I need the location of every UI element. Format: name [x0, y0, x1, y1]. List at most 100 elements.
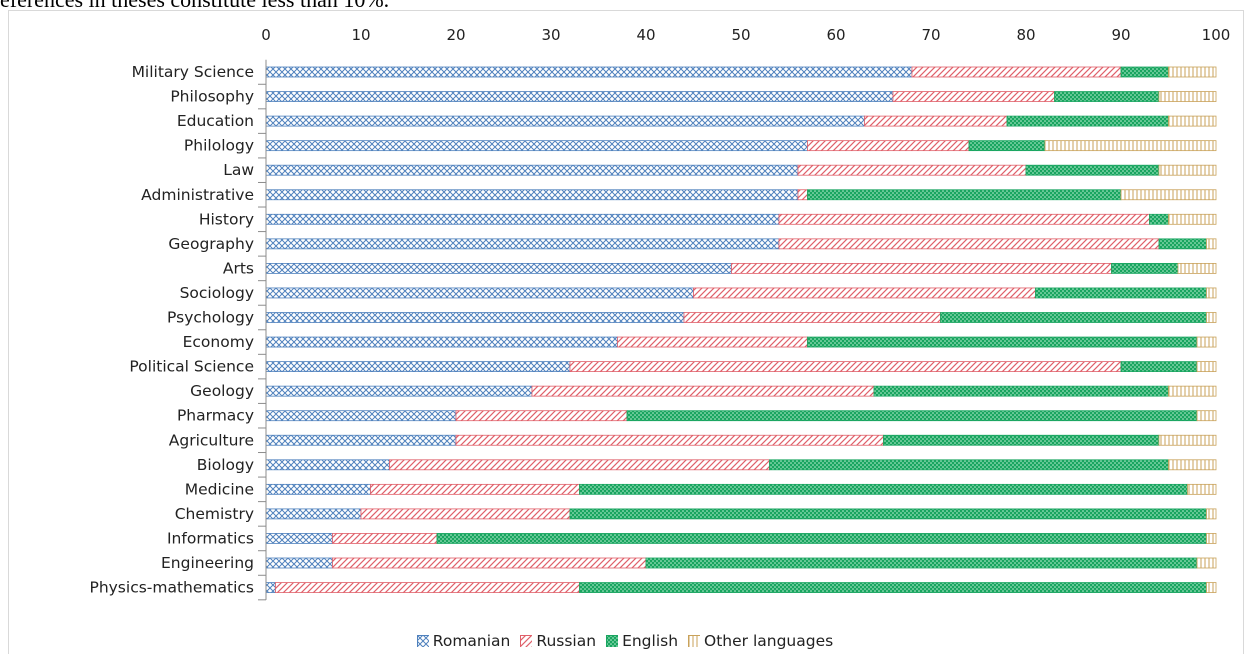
bar-segment-other-languages [1120, 189, 1217, 201]
x-tick-label: 60 [826, 26, 845, 44]
category-label: Informatics [167, 529, 254, 547]
bar-segment-russian [693, 287, 1036, 299]
bar-segment-english [769, 459, 1169, 471]
category-label: Military Science [132, 63, 254, 81]
bar-segment-english [645, 557, 1198, 569]
bar-segment-russian [531, 385, 875, 397]
bar-segment-russian [864, 115, 1008, 127]
bar-segment-english [883, 434, 1160, 446]
caption-fragment: eferences in theses constitute less than… [0, 0, 1250, 13]
bar-segment-english [579, 483, 1188, 495]
bar-segment-russian [731, 262, 1112, 274]
bar-segment-english [807, 189, 1122, 201]
bar-segment-romanian [265, 434, 457, 446]
category-label: Chemistry [175, 505, 254, 523]
bar-segment-romanian [265, 533, 333, 544]
bar-segment-english [968, 140, 1046, 152]
category-label: Sociology [180, 284, 254, 302]
bar-segment-russian [370, 483, 580, 495]
bar-segment-romanian [265, 115, 865, 127]
legend-item: Other languages [688, 632, 833, 650]
bar-segment-russian [455, 434, 884, 446]
bar-segment-other-languages [1196, 410, 1217, 422]
bar-segment-romanian [265, 238, 780, 250]
x-tick-label: 40 [636, 26, 655, 44]
x-tick-label: 50 [731, 26, 750, 44]
bar-segment-romanian [265, 164, 799, 176]
bar-segment-other-languages [1206, 287, 1217, 299]
legend: Romanian Russian English Other languages [0, 632, 1250, 650]
x-tick-label: 80 [1016, 26, 1035, 44]
bar-segment-russian [778, 213, 1150, 225]
bar-segment-other-languages [1158, 434, 1217, 446]
bar-segment-english [569, 508, 1207, 520]
bar-segment-russian [455, 410, 628, 422]
bar-segment-russian [911, 66, 1122, 78]
bar-segment-romanian [265, 582, 276, 593]
category-label: Engineering [161, 554, 254, 572]
bar-segment-russian [332, 557, 647, 569]
bar-segment-russian [807, 140, 970, 152]
bar-segment-english [1158, 238, 1207, 250]
legend-swatch [520, 635, 533, 647]
category-label: Biology [197, 456, 254, 474]
bar-segment-romanian [265, 140, 808, 152]
bar-segment-russian [617, 336, 808, 348]
category-label: Philosophy [170, 88, 254, 106]
bar-segment-other-languages [1168, 459, 1217, 471]
bar-segment-other-languages [1206, 582, 1217, 593]
bar-segment-romanian [265, 189, 799, 201]
x-axis: 0 10 20 30 40 50 60 70 80 90 100 [261, 26, 1230, 44]
bar-segment-romanian [265, 385, 533, 397]
bar-segment-english [579, 582, 1207, 593]
bar-segment-other-languages [1044, 140, 1217, 152]
bar-segment-english [873, 385, 1169, 397]
bar-segment-other-languages [1196, 557, 1217, 569]
bar-segment-other-languages [1168, 385, 1217, 397]
bar-segment-english [1111, 262, 1179, 274]
category-label: History [199, 210, 254, 228]
category-label: Psychology [167, 309, 254, 327]
bar-segment-romanian [265, 213, 780, 225]
bar-segment-romanian [265, 361, 571, 373]
legend-label: Russian [536, 632, 597, 650]
bar-segment-english [1149, 213, 1169, 225]
bar-segment-english [1120, 361, 1198, 373]
bar-segment-english [807, 336, 1198, 348]
category-label: Medicine [185, 480, 254, 498]
bar-segment-romanian [265, 91, 894, 102]
bar-segment-romanian [265, 557, 333, 569]
category-label: Pharmacy [177, 407, 254, 425]
bar-segment-other-languages [1168, 115, 1217, 127]
legend-item: Romanian [416, 632, 510, 650]
bar-segment-english [940, 312, 1207, 323]
bar-segment-english [1054, 91, 1160, 102]
bar-segment-romanian [265, 483, 371, 495]
bar-segment-other-languages [1206, 238, 1217, 250]
x-tick-label: 100 [1202, 26, 1231, 44]
x-tick-label: 30 [541, 26, 560, 44]
category-label: Physics-mathematics [89, 579, 254, 597]
bar-segment-romanian [265, 508, 362, 520]
bar-segment-russian [892, 91, 1055, 102]
category-label: Agriculture [169, 431, 254, 449]
bar-segment-other-languages [1206, 508, 1217, 520]
bar-segment-romanian [265, 336, 618, 348]
bar-segment-english [436, 533, 1207, 544]
bar-segment-other-languages [1206, 533, 1217, 544]
bar-segment-romanian [265, 410, 457, 422]
category-label: Administrative [141, 186, 254, 204]
category-label: Geology [190, 382, 254, 400]
x-tick-label: 20 [446, 26, 465, 44]
bar-segment-romanian [265, 262, 732, 274]
y-axis: Military Science Philosophy Education Philo… [89, 59, 267, 601]
legend-label: Other languages [704, 632, 834, 650]
bar-segment-russian [797, 164, 1027, 176]
bar-segment-other-languages [1158, 91, 1217, 102]
bar-segment-other-languages [1187, 483, 1217, 495]
category-label: Economy [183, 333, 254, 351]
x-tick-label: 70 [921, 26, 940, 44]
bar-segment-romanian [265, 312, 685, 323]
category-label: Education [177, 112, 254, 130]
